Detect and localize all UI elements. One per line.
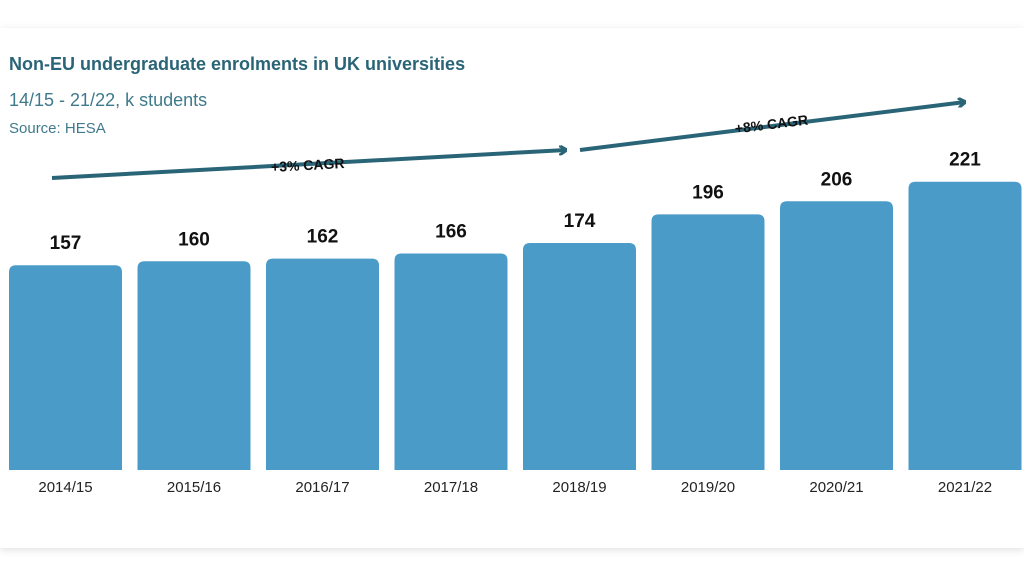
trend-layer: +3% CAGR +8% CAGR [51, 102, 965, 180]
trend-arrow [51, 150, 566, 180]
bar-2016-17 [266, 258, 379, 470]
value-label: 196 [692, 182, 724, 203]
value-label: 206 [821, 169, 853, 190]
bar-2014-15 [9, 265, 122, 470]
bars-layer: 157 2014/15 160 2015/16 162 2016/17 166 2017/18… [9, 150, 1022, 496]
cagr-label: +8% CAGR [734, 112, 809, 137]
bar-2015-16 [137, 261, 251, 470]
x-tick-label: 2020/21 [809, 479, 863, 496]
chart-title: Non-EU undergraduate enrolments in UK un… [9, 54, 466, 74]
bar-2017-18 [394, 253, 508, 470]
cagr-label: +3% CAGR [271, 155, 345, 175]
value-label: 174 [564, 211, 596, 232]
x-tick-label: 2014/15 [38, 479, 92, 496]
value-label: 221 [949, 150, 981, 171]
x-tick-label: 2015/16 [167, 479, 221, 496]
x-tick-label: 2018/19 [552, 479, 606, 496]
value-label: 157 [50, 233, 82, 254]
trend-arrow [579, 102, 965, 152]
x-tick-label: 2017/18 [424, 479, 478, 496]
bar-2019-20 [651, 214, 765, 470]
bar-2018-19 [523, 243, 636, 470]
value-label: 162 [307, 227, 339, 248]
chart-source: Source: HESA [9, 120, 106, 137]
chart-subtitle: 14/15 - 21/22, k students [9, 90, 208, 110]
value-label: 160 [178, 229, 210, 250]
bar-2020-21 [780, 201, 893, 471]
x-tick-label: 2016/17 [295, 479, 349, 496]
x-tick-label: 2019/20 [681, 479, 735, 496]
bar-2021-22 [908, 181, 1022, 470]
x-tick-label: 2021/22 [938, 479, 992, 496]
value-label: 166 [435, 221, 467, 242]
